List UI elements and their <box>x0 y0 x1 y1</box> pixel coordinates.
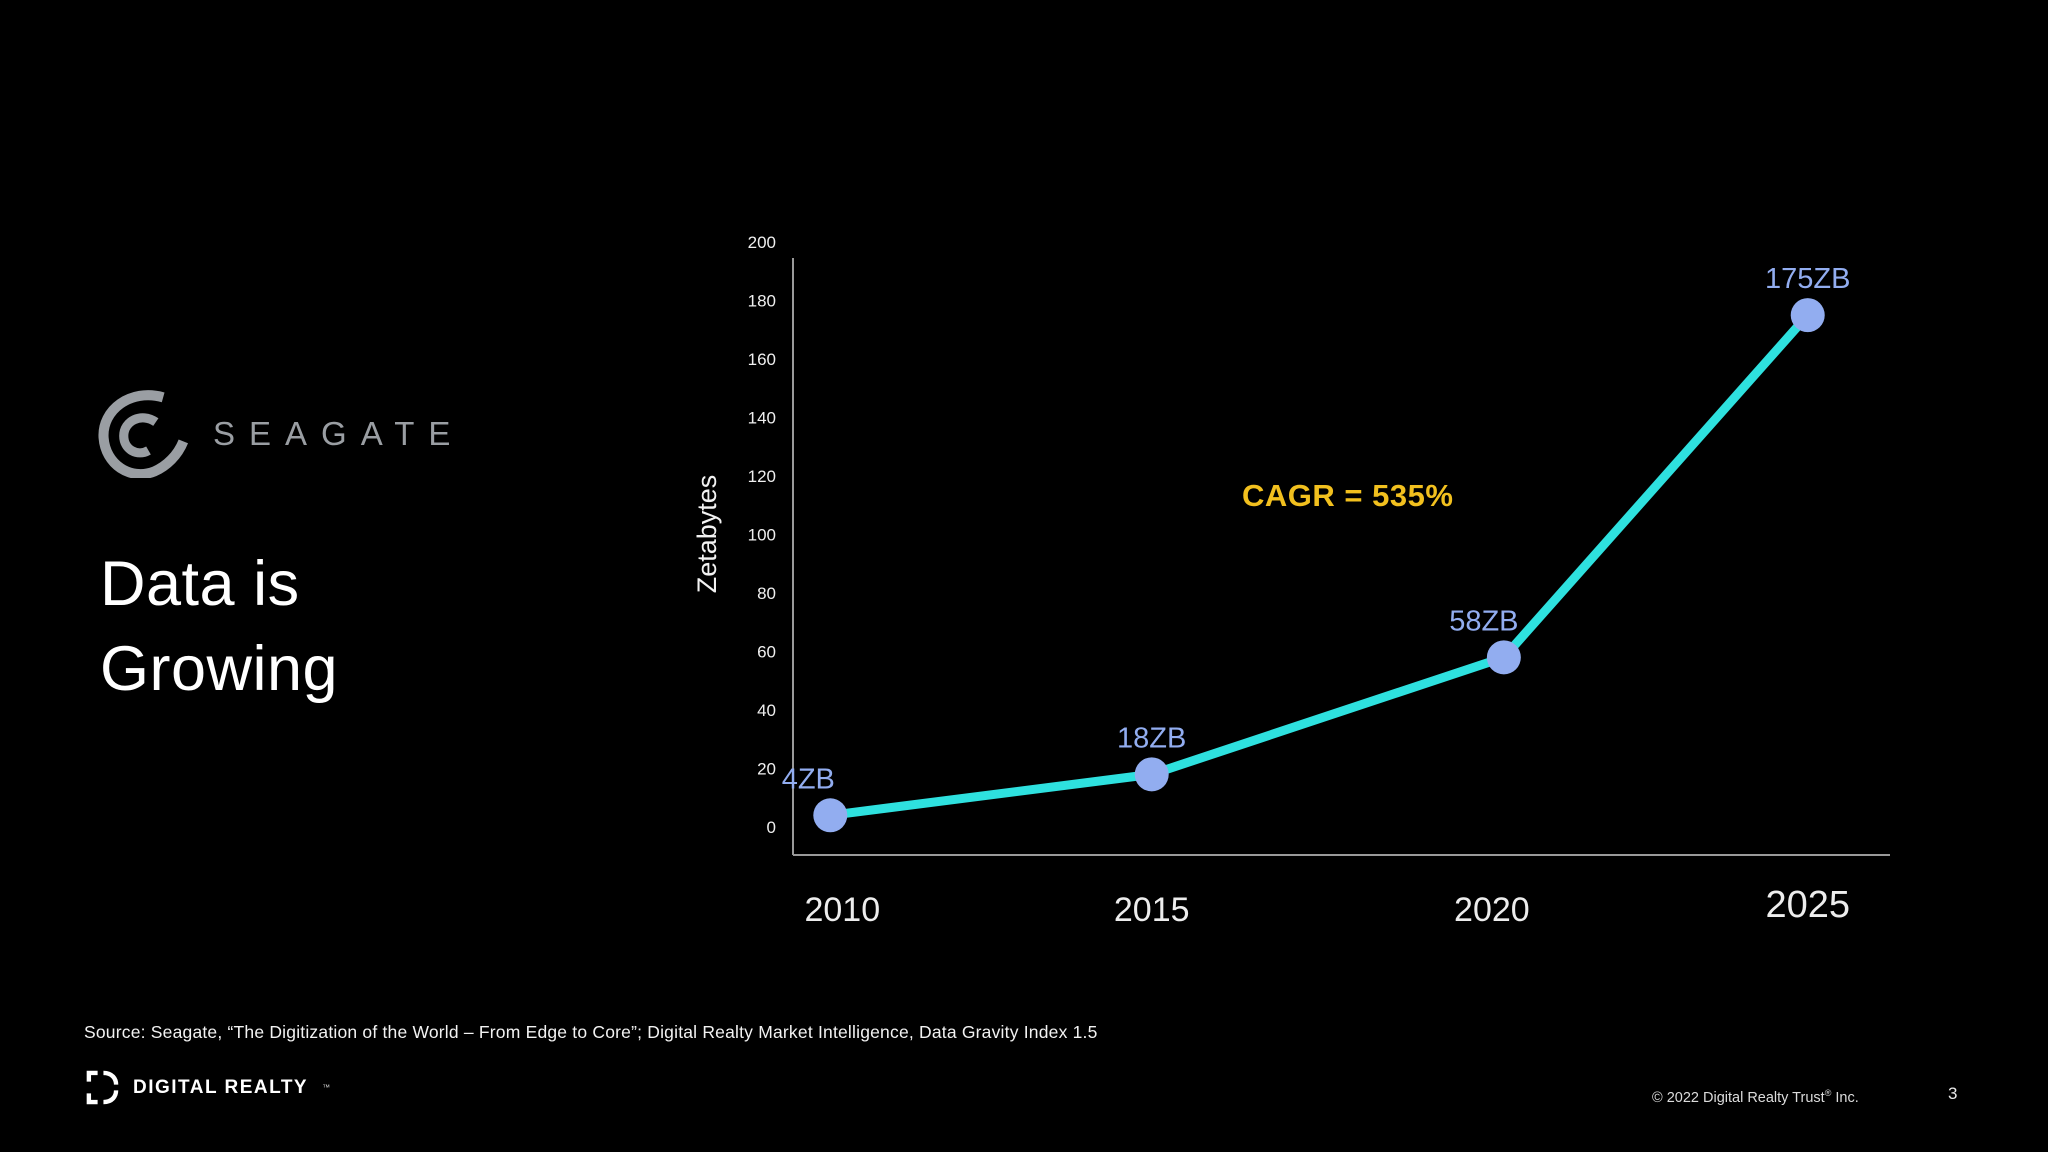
x-tick-label: 2015 <box>1114 891 1190 929</box>
data-point-label: 18ZB <box>1117 722 1186 754</box>
seagate-wordmark: SEAGATE <box>213 415 465 452</box>
cagr-annotation: CAGR = 535% <box>1242 478 1454 513</box>
seagate-logo: SEAGATE <box>93 390 464 478</box>
data-point-label: 4ZB <box>782 763 835 795</box>
y-tick-label: 0 <box>767 818 776 837</box>
y-tick-label: 20 <box>757 760 776 779</box>
page-number: 3 <box>1948 1084 1958 1103</box>
y-tick-label: 120 <box>748 467 776 486</box>
y-tick-label: 160 <box>748 350 776 369</box>
copyright-note: © 2022 Digital Realty Trust® Inc. <box>1652 1088 1859 1106</box>
y-tick-label: 140 <box>748 409 776 428</box>
y-tick-label: 180 <box>748 292 776 311</box>
y-tick-label: 80 <box>757 584 776 603</box>
y-tick-label: 60 <box>757 643 776 662</box>
title-line-2: Growing <box>100 634 339 704</box>
copyright-text: © 2022 Digital Realty Trust <box>1652 1089 1825 1106</box>
seagate-spiral-icon <box>98 390 189 478</box>
data-point-marker <box>1134 757 1169 792</box>
data-point-label: 58ZB <box>1449 605 1518 637</box>
data-point-marker <box>1486 640 1521 675</box>
source-note: Source: Seagate, “The Digitization of th… <box>84 1022 1098 1042</box>
data-point-marker <box>1790 298 1825 333</box>
y-tick-label: 100 <box>748 526 776 545</box>
registered-symbol: ® <box>1824 1088 1832 1098</box>
trademark-symbol: ™ <box>322 1083 331 1092</box>
x-tick-label: 2020 <box>1454 891 1530 929</box>
y-tick-label: 40 <box>757 701 776 720</box>
digital-realty-wordmark: DIGITAL REALTY <box>133 1076 309 1098</box>
digital-realty-mark-icon <box>86 1070 119 1105</box>
x-tick-label: 2025 <box>1765 884 1850 926</box>
slide-title: Data is Growing <box>100 542 338 712</box>
y-axis-title: Zetabytes <box>692 475 722 594</box>
x-tick-label: 2010 <box>804 891 880 929</box>
data-point-marker <box>813 798 848 833</box>
title-line-1: Data is <box>100 549 300 619</box>
digital-realty-logo: DIGITAL REALTY ™ <box>84 1070 330 1105</box>
copyright-suffix: Inc. <box>1831 1089 1859 1106</box>
data-series-line <box>825 310 1813 820</box>
y-tick-label: 200 <box>748 233 776 252</box>
data-point-label: 175ZB <box>1765 263 1850 295</box>
